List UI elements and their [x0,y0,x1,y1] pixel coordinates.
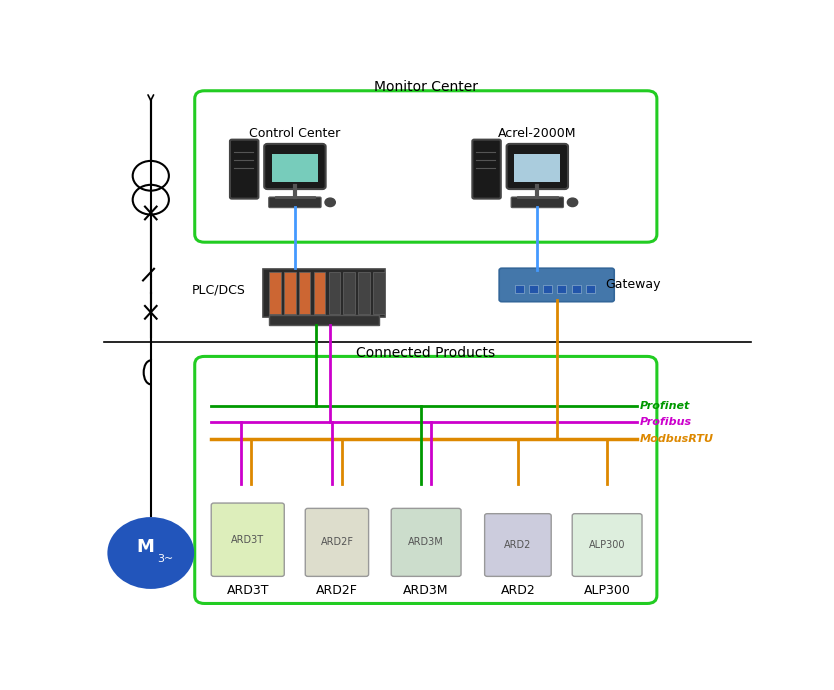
FancyBboxPatch shape [485,513,551,576]
Circle shape [325,198,335,206]
FancyBboxPatch shape [344,273,355,314]
FancyBboxPatch shape [269,315,379,324]
FancyBboxPatch shape [329,273,340,314]
FancyBboxPatch shape [263,268,385,317]
Text: 3~: 3~ [157,554,173,564]
FancyBboxPatch shape [515,154,560,182]
Text: Control Center: Control Center [249,127,340,140]
FancyBboxPatch shape [515,285,524,293]
FancyBboxPatch shape [506,144,568,189]
Text: ARD2: ARD2 [500,584,535,597]
Text: ARD2F: ARD2F [316,584,358,597]
FancyBboxPatch shape [511,197,564,208]
Text: ARD3T: ARD3T [231,535,264,544]
Text: ARD3T: ARD3T [227,584,269,597]
Text: ALP300: ALP300 [589,540,626,550]
Text: Connected Products: Connected Products [356,346,495,360]
FancyBboxPatch shape [284,273,295,314]
FancyBboxPatch shape [391,509,461,576]
FancyBboxPatch shape [211,503,284,576]
FancyBboxPatch shape [500,268,614,302]
Text: ModbusRTU: ModbusRTU [640,434,713,444]
FancyBboxPatch shape [543,285,552,293]
FancyBboxPatch shape [272,154,318,182]
FancyBboxPatch shape [314,273,325,314]
FancyBboxPatch shape [230,139,259,199]
Text: Gateway: Gateway [605,278,661,291]
FancyBboxPatch shape [373,273,384,314]
Text: PLC/DCS: PLC/DCS [191,284,245,297]
Text: Acrel-2000M: Acrel-2000M [498,127,576,140]
FancyBboxPatch shape [269,273,281,314]
FancyBboxPatch shape [529,285,538,293]
FancyBboxPatch shape [269,197,321,208]
FancyBboxPatch shape [571,285,580,293]
FancyBboxPatch shape [557,285,566,293]
FancyBboxPatch shape [299,273,310,314]
Text: M: M [137,538,154,555]
Text: ARD2: ARD2 [505,540,531,550]
Text: ARD2F: ARD2F [320,538,354,547]
Text: ALP300: ALP300 [584,584,631,597]
FancyBboxPatch shape [305,509,369,576]
Text: Monitor Center: Monitor Center [374,81,478,95]
Text: Profibus: Profibus [640,417,691,427]
Text: ARD3M: ARD3M [404,584,449,597]
FancyBboxPatch shape [585,285,595,293]
Text: Profinet: Profinet [640,401,690,411]
FancyBboxPatch shape [472,139,500,199]
Circle shape [108,518,193,588]
Text: ARD3M: ARD3M [409,538,444,547]
FancyBboxPatch shape [264,144,325,189]
FancyBboxPatch shape [359,273,370,314]
FancyBboxPatch shape [572,513,642,576]
Circle shape [567,198,578,206]
